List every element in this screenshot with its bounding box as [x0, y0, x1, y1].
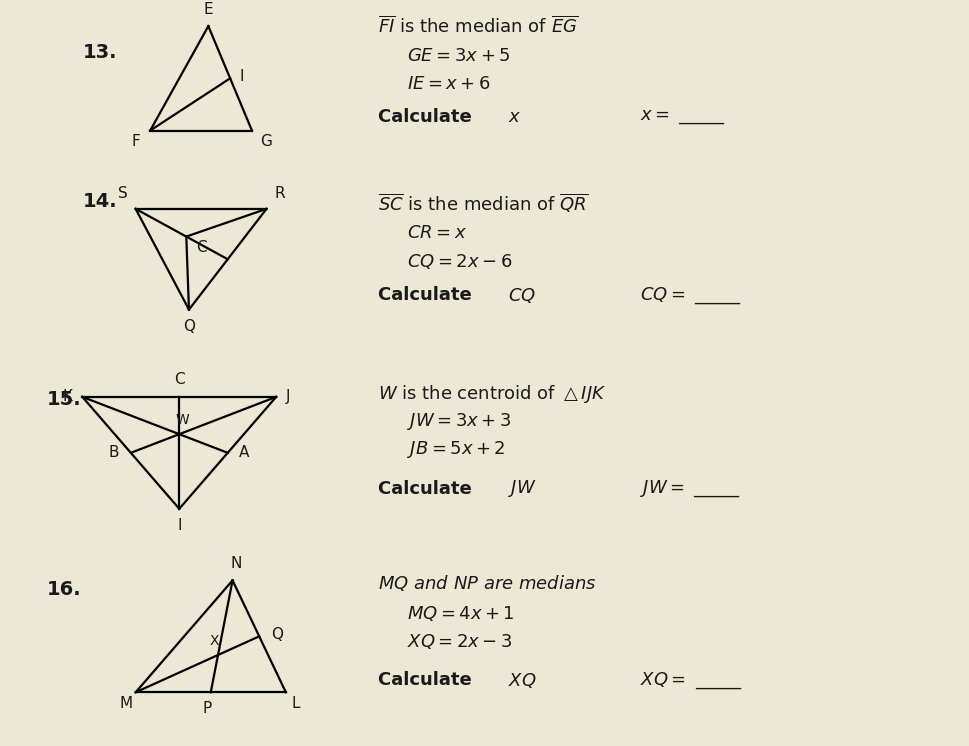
Text: F: F	[132, 134, 141, 149]
Text: $JB = 5x + 2$: $JB = 5x + 2$	[407, 439, 506, 460]
Text: Q: Q	[183, 319, 195, 334]
Text: $XQ$: $XQ$	[508, 671, 536, 690]
Text: L: L	[292, 696, 299, 711]
Text: $JW =$ _____: $JW =$ _____	[640, 478, 740, 499]
Text: A: A	[239, 445, 250, 460]
Text: K: K	[63, 389, 73, 404]
Text: $JW$: $JW$	[508, 478, 537, 499]
Text: $x$: $x$	[508, 108, 521, 126]
Text: $CR = x$: $CR = x$	[407, 224, 467, 242]
Text: $CQ =$ _____: $CQ =$ _____	[640, 285, 741, 306]
Text: M: M	[119, 696, 133, 711]
Text: $MQ = 4x + 1$: $MQ = 4x + 1$	[407, 604, 515, 623]
Text: X: X	[209, 633, 219, 648]
Text: $\overline{FI}$ is the median of $\overline{EG}$: $\overline{FI}$ is the median of $\overl…	[378, 16, 578, 37]
Text: $MQ$ and $NP$ are medians: $MQ$ and $NP$ are medians	[378, 574, 597, 593]
Text: $GE = 3x + 5$: $GE = 3x + 5$	[407, 47, 511, 65]
Text: 16.: 16.	[47, 580, 81, 599]
Text: J: J	[286, 389, 291, 404]
Text: $W$ is the centroid of $\triangle IJK$: $W$ is the centroid of $\triangle IJK$	[378, 383, 607, 405]
Text: Q: Q	[270, 627, 283, 642]
Text: E: E	[203, 2, 213, 17]
Text: S: S	[118, 186, 128, 201]
Text: I: I	[177, 518, 181, 533]
Text: 15.: 15.	[47, 389, 81, 409]
Text: Calculate: Calculate	[378, 480, 478, 498]
Text: $JW = 3x + 3$: $JW = 3x + 3$	[407, 411, 512, 432]
Text: N: N	[231, 556, 242, 571]
Text: $IE = x + 6$: $IE = x + 6$	[407, 75, 490, 93]
Text: $CQ = 2x - 6$: $CQ = 2x - 6$	[407, 251, 513, 271]
Text: I: I	[239, 69, 244, 84]
Text: B: B	[109, 445, 119, 460]
Text: $CQ$: $CQ$	[508, 286, 536, 305]
Text: 13.: 13.	[82, 43, 117, 62]
Text: Calculate: Calculate	[378, 286, 478, 304]
Text: P: P	[203, 701, 211, 716]
Text: $XQ = 2x - 3$: $XQ = 2x - 3$	[407, 632, 513, 651]
Text: $\overline{SC}$ is the median of $\overline{QR}$: $\overline{SC}$ is the median of $\overl…	[378, 192, 588, 214]
Text: $x =$ _____: $x =$ _____	[640, 108, 726, 126]
Text: C: C	[196, 240, 206, 255]
Text: $XQ =$ _____: $XQ =$ _____	[640, 670, 742, 691]
Text: W: W	[175, 413, 189, 427]
Text: Calculate: Calculate	[378, 108, 478, 126]
Text: Calculate: Calculate	[378, 671, 478, 689]
Text: G: G	[260, 134, 271, 149]
Text: C: C	[174, 372, 184, 387]
Text: R: R	[274, 186, 285, 201]
Text: 14.: 14.	[82, 192, 117, 211]
